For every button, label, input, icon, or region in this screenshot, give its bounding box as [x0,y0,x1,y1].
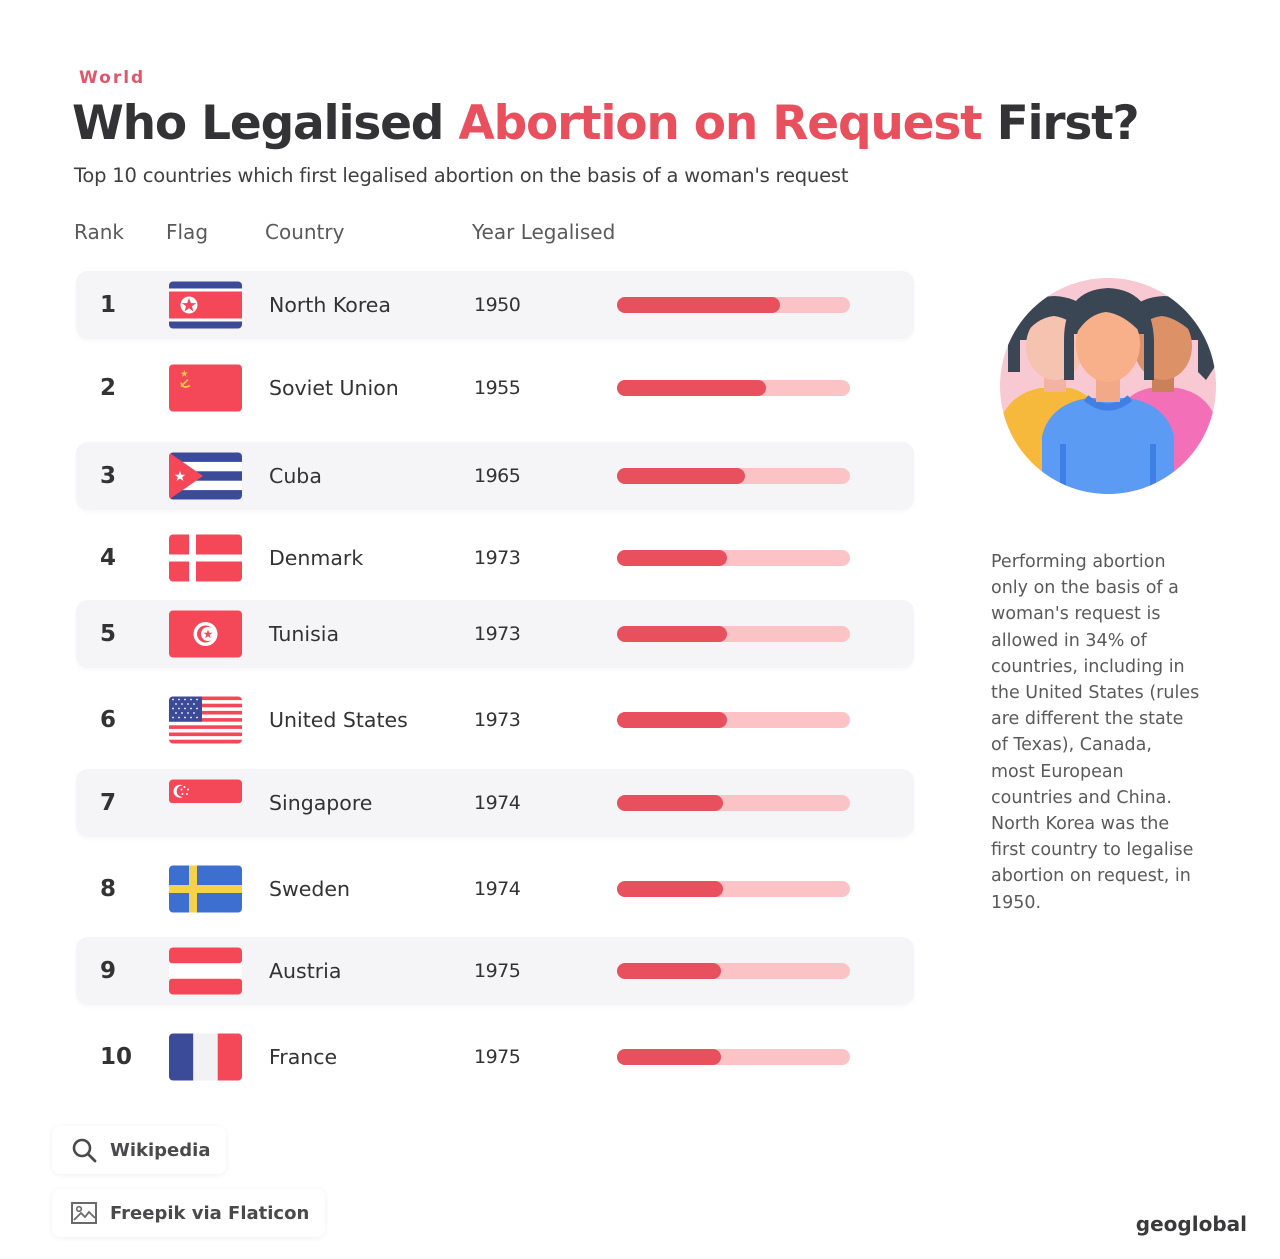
column-header-country: Country [265,220,345,244]
progress-bar-track [617,712,850,728]
year-legalised: 1974 [474,878,521,900]
table-row: 9 Austria 1975 [76,937,914,1005]
year-legalised: 1974 [474,792,521,814]
column-header-rank: Rank [74,220,124,244]
rank-number: 1 [100,292,117,318]
source-label: Wikipedia [110,1139,211,1161]
country-name: Denmark [269,546,364,570]
table-row: 2 Soviet Union 1955 [76,354,914,422]
progress-bar-track [617,963,850,979]
kicker: World [79,68,146,88]
progress-bar-track [617,297,850,313]
source-label: Freepik via Flaticon [110,1202,310,1224]
rank-number: 4 [100,545,117,571]
progress-bar-fill [617,626,727,642]
progress-bar-track [617,468,850,484]
rank-number: 2 [100,375,117,401]
title-part-2: First? [981,96,1140,151]
year-legalised: 1973 [474,547,521,569]
country-name: France [269,1045,338,1069]
progress-bar-track [617,1049,850,1065]
progress-bar-fill [617,795,723,811]
year-legalised: 1965 [474,465,521,487]
table-row: 3 Cuba 1965 [76,442,914,510]
cuba-flag [169,452,242,500]
progress-bar-fill [617,380,767,396]
year-legalised: 1975 [474,1046,521,1068]
austria-flag [169,947,242,995]
tunisia-flag [169,610,242,658]
progress-bar-fill [617,468,746,484]
source-badge-wikipedia[interactable]: Wikipedia [52,1126,227,1174]
side-note: Performing abortion only on the basis of… [991,552,1200,913]
country-name: Austria [269,959,342,983]
sweden-flag [169,865,242,913]
country-name: North Korea [269,293,391,317]
france-flag [169,1033,242,1081]
rank-number: 8 [100,876,117,902]
table-row: 1 North Korea 1950 [76,271,914,339]
country-name: Cuba [269,464,322,488]
title-part-1: Who Legalised [72,96,459,151]
rank-number: 5 [100,621,117,647]
page-title: Who Legalised Abortion on Request First? [72,96,1140,151]
table-row: 5 Tunisia 1973 [76,600,914,668]
country-name: Soviet Union [269,376,399,400]
rank-number: 7 [100,790,117,816]
source-badge-freepik[interactable]: Freepik via Flaticon [52,1189,326,1237]
table-row: 8 Sweden 1974 [76,855,914,923]
singapore-flag [169,779,242,827]
country-name: Sweden [269,877,351,901]
year-legalised: 1973 [474,623,521,645]
soviet-union-flag [169,364,242,412]
progress-bar-fill [617,881,723,897]
table-row: 7 Singapore 1974 [76,769,914,837]
year-legalised: 1955 [474,377,521,399]
rank-number: 6 [100,707,117,733]
image-icon [70,1199,98,1227]
column-header-year: Year Legalised [472,220,616,244]
subtitle: Top 10 countries which first legalised a… [74,164,849,187]
progress-bar-fill [617,297,781,313]
united-states-flag [169,696,242,744]
search-icon [70,1136,98,1164]
progress-bar-fill [617,712,727,728]
progress-bar-track [617,795,850,811]
year-legalised: 1950 [474,294,521,316]
country-name: Singapore [269,791,373,815]
progress-bar-fill [617,1049,721,1065]
year-legalised: 1973 [474,709,521,731]
progress-bar-fill [617,963,721,979]
country-name: United States [269,708,408,732]
north-korea-flag [169,281,242,329]
country-name: Tunisia [269,622,340,646]
title-highlight: Abortion on Request [458,96,982,151]
year-legalised: 1975 [474,960,521,982]
table-row: 10 France 1975 [76,1023,914,1091]
progress-bar-track [617,380,850,396]
three-women-group-icon [998,276,1218,496]
rank-number: 9 [100,958,117,984]
brand-logo: geoglobal [1135,1212,1247,1236]
progress-bar-fill [617,550,727,566]
progress-bar-track [617,881,850,897]
table-row: 6 United States 1973 [76,686,914,754]
progress-bar-track [617,626,850,642]
progress-bar-track [617,550,850,566]
table-row: 4 Denmark 1973 [76,524,914,592]
rank-number: 10 [100,1044,133,1070]
rank-number: 3 [100,463,117,489]
denmark-flag [169,534,242,582]
column-header-flag: Flag [166,220,209,244]
